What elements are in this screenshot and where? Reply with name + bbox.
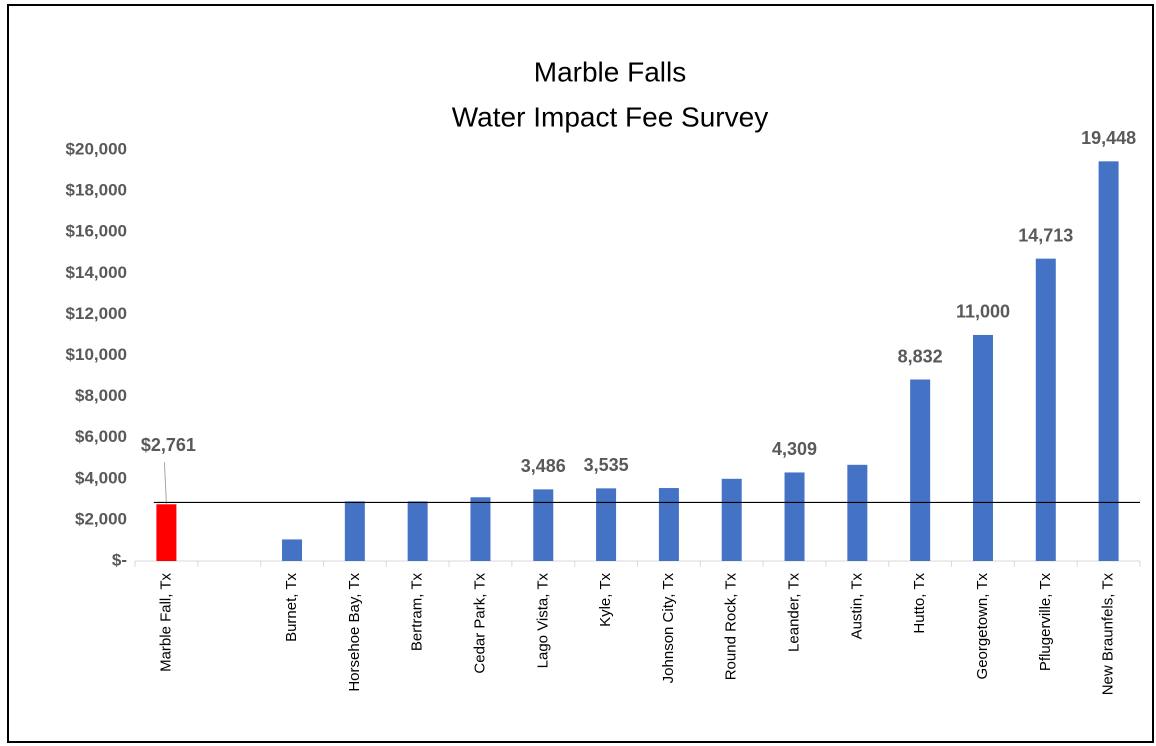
x-tick-label: Round Rock, Tx xyxy=(723,573,740,681)
bar xyxy=(847,464,868,561)
bar xyxy=(972,334,993,561)
chart-frame xyxy=(7,4,1154,743)
data-label: 19,448 xyxy=(1081,128,1136,148)
x-tick-label: Burnet, Tx xyxy=(283,573,300,642)
bar xyxy=(407,501,428,561)
x-tick-label: Bertram, Tx xyxy=(409,573,426,652)
y-tick-label: $10,000 xyxy=(66,345,127,364)
data-label: 4,309 xyxy=(772,439,817,459)
chart-title: Marble Falls xyxy=(534,56,686,87)
y-tick-label: $8,000 xyxy=(75,386,127,405)
bar xyxy=(721,478,742,561)
y-tick-label: $18,000 xyxy=(66,181,127,200)
x-tick-label: Johnson City, Tx xyxy=(660,573,677,684)
bar xyxy=(1035,258,1056,561)
data-label: 11,000 xyxy=(956,302,1010,322)
chart-subtitle: Water Impact Fee Survey xyxy=(452,101,768,132)
bar xyxy=(784,472,805,561)
data-label: $2,761 xyxy=(141,435,196,455)
x-tick-label: Cedar Park, Tx xyxy=(471,573,488,674)
y-tick-label: $6,000 xyxy=(75,427,127,446)
bar xyxy=(470,497,491,561)
data-label: 3,535 xyxy=(584,455,629,475)
x-tick-label: Marble Fall, Tx xyxy=(157,573,174,672)
y-tick-label: $- xyxy=(112,550,127,569)
bar xyxy=(156,504,177,561)
bar xyxy=(344,501,365,561)
x-tick-label: Georgetown, Tx xyxy=(974,573,991,680)
bar xyxy=(658,488,679,561)
y-tick-label: $4,000 xyxy=(75,468,127,487)
data-label: 8,832 xyxy=(898,346,943,366)
y-tick-label: $2,000 xyxy=(75,509,127,528)
x-tick-label: Kyle, Tx xyxy=(597,573,614,627)
x-tick-label: Lago Vista, Tx xyxy=(534,573,551,669)
bar xyxy=(533,489,554,561)
leader-line xyxy=(163,462,167,505)
y-tick-label: $20,000 xyxy=(66,139,127,158)
y-tick-label: $16,000 xyxy=(66,222,127,241)
x-tick-label: Horsehoe Bay, Tx xyxy=(346,573,363,692)
bar xyxy=(282,539,303,561)
x-tick-label: Austin, Tx xyxy=(848,573,865,640)
x-tick-label: Hutto, Tx xyxy=(911,573,928,634)
data-label: 14,713 xyxy=(1018,225,1073,245)
bar xyxy=(596,488,617,561)
y-tick-label: $14,000 xyxy=(66,263,127,282)
x-tick-label: Leander, Tx xyxy=(786,573,803,652)
x-tick-label: Pflugerville, Tx xyxy=(1037,573,1054,672)
x-tick-label: New Braunfels, Tx xyxy=(1100,573,1117,696)
y-tick-label: $12,000 xyxy=(66,304,127,323)
bar xyxy=(910,379,931,561)
bar xyxy=(1098,161,1119,561)
data-label: 3,486 xyxy=(521,456,566,476)
